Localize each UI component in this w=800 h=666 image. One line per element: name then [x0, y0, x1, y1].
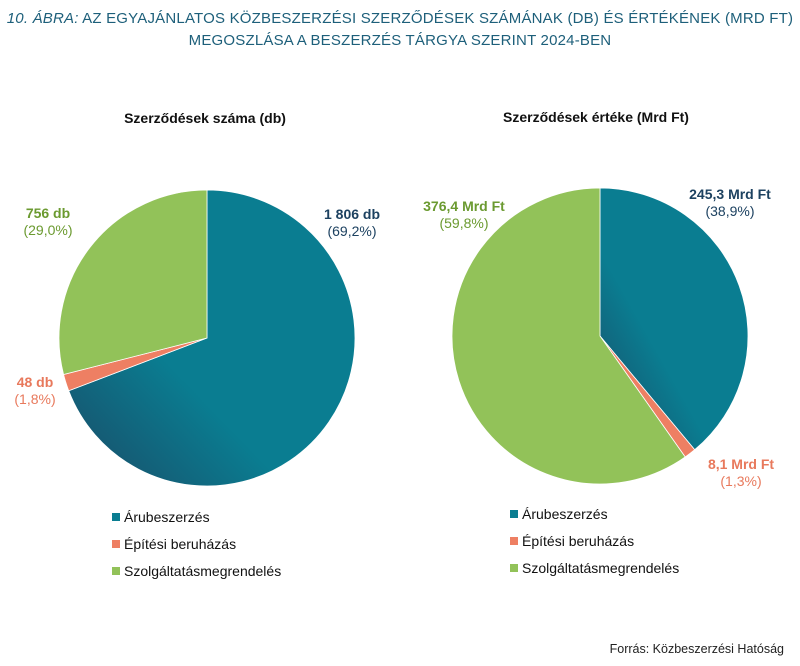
source-note: Forrás: Közbeszerzési Hatóság [609, 642, 784, 656]
pie-slice-arubeszerzes [599, 187, 749, 451]
legend-swatch [112, 513, 120, 521]
data-label-percent: (1,3%) [720, 473, 761, 489]
pie-slice-szolgaltatas [451, 187, 686, 485]
legend-swatch [112, 540, 120, 548]
data-label-percent: (38,9%) [705, 203, 754, 219]
legend-label: Árubeszerzés [522, 506, 608, 522]
data-label-percent: (59,8%) [439, 215, 488, 231]
pie-slice-arubeszerzes [68, 189, 356, 487]
data-label-percent: (1,8%) [14, 391, 55, 407]
pie-chart-1: Szerződések száma (db) 1 806 db(69,2%) 48 … [14, 110, 380, 579]
legend-swatch [510, 564, 518, 572]
figure-title-line1: 10. ÁBRA: AZ EGYAJÁNLATOS KÖZBESZERZÉSI … [0, 8, 800, 30]
figure-title-prefix: 10. ÁBRA: [6, 10, 79, 27]
data-label-percent: (29,0%) [23, 222, 72, 238]
data-label-value: 756 db [26, 205, 70, 221]
chart-title: Szerződések értéke (Mrd Ft) [503, 109, 689, 125]
data-label-value: 8,1 Mrd Ft [708, 456, 774, 472]
figure-title-line2: MEGOSZLÁSA A BESZERZÉS TÁRGYA SZERINT 20… [188, 32, 612, 49]
legend-label: Szolgáltatásmegrendelés [522, 560, 679, 576]
data-label-value: 1 806 db [324, 206, 380, 222]
legend-swatch [510, 537, 518, 545]
data-label-value: 376,4 Mrd Ft [423, 198, 505, 214]
legend-label: Szolgáltatásmegrendelés [124, 563, 281, 579]
data-label-percent: (69,2%) [327, 223, 376, 239]
figure-title: 10. ÁBRA: AZ EGYAJÁNLATOS KÖZBESZERZÉSI … [0, 8, 800, 52]
legend-label: Építési beruházás [124, 536, 236, 552]
legend-label: Építési beruházás [522, 533, 634, 549]
data-label-value: 245,3 Mrd Ft [689, 186, 771, 202]
legend-swatch [112, 567, 120, 575]
figure-title-text: AZ EGYAJÁNLATOS KÖZBESZERZÉSI SZERZŐDÉSE… [82, 10, 794, 27]
pie-chart-2: Szerződések értéke (Mrd Ft)245,3 Mrd Ft(… [423, 109, 774, 576]
data-label-value: 48 db [17, 374, 54, 390]
pie-slice-szolgaltatas [58, 189, 208, 375]
chart-title: Szerződések száma (db) [124, 110, 286, 126]
legend-label: Árubeszerzés [124, 509, 210, 525]
legend-swatch [510, 510, 518, 518]
